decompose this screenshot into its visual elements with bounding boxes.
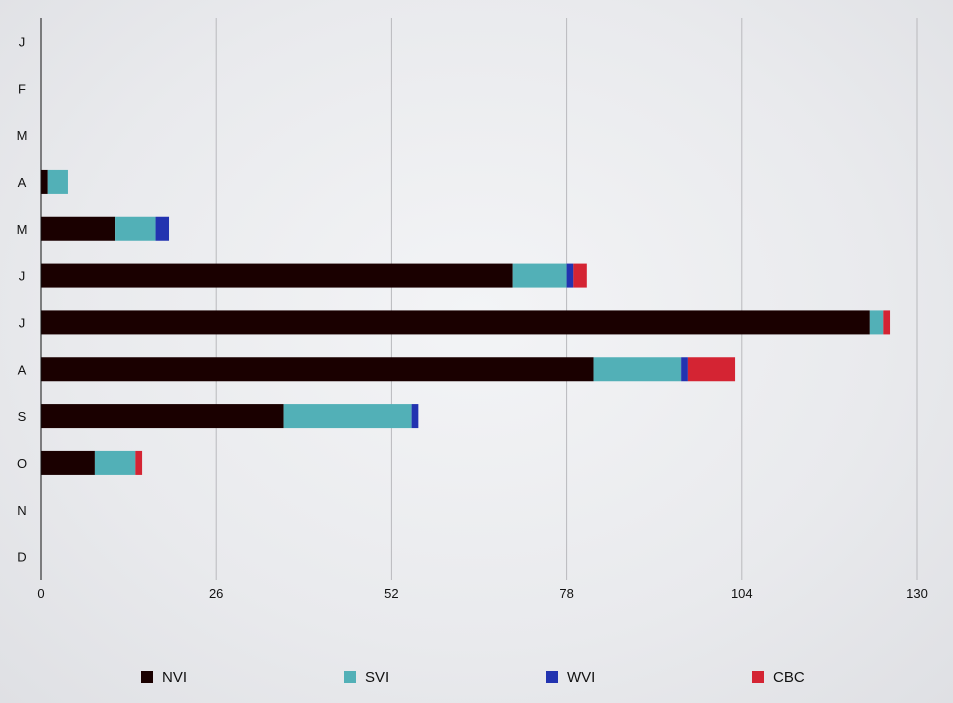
- y-tick-labels: J F M A M J J A S O N D: [17, 34, 28, 564]
- y-tick-label: M: [17, 128, 28, 143]
- legend-swatch-svi: [344, 671, 356, 683]
- bar-segment-nvi: [41, 169, 48, 194]
- bar-segment-svi: [869, 310, 884, 335]
- legend-label-cbc: CBC: [773, 669, 805, 686]
- bar-segment-nvi: [41, 310, 870, 335]
- y-tick-label: D: [17, 550, 26, 565]
- y-tick-label: N: [17, 503, 26, 518]
- bar-segment-svi: [512, 263, 567, 288]
- bar-segment-svi: [47, 169, 68, 194]
- legend: NVI SVI WVI CBC: [141, 669, 805, 686]
- y-tick-label: O: [17, 456, 27, 471]
- y-tick-label: A: [18, 362, 27, 377]
- legend-swatch-nvi: [141, 671, 153, 683]
- y-tick-label: J: [19, 315, 26, 330]
- bar-segment-nvi: [41, 404, 284, 429]
- bar-segment-cbc: [135, 450, 143, 475]
- bar-segment-cbc: [687, 357, 736, 382]
- x-tick-label: 0: [37, 586, 44, 601]
- y-tick-label: A: [18, 175, 27, 190]
- y-tick-label: S: [18, 409, 27, 424]
- x-tick-label: 52: [384, 586, 398, 601]
- bar-segment-wvi: [411, 404, 419, 429]
- bar-segment-svi: [283, 404, 412, 429]
- bar-segment-nvi: [41, 263, 513, 288]
- legend-swatch-cbc: [752, 671, 764, 683]
- legend-label-wvi: WVI: [567, 669, 595, 686]
- bars: [41, 169, 891, 475]
- bar-segment-nvi: [41, 216, 116, 241]
- legend-swatch-wvi: [546, 671, 558, 683]
- bar-segment-wvi: [681, 357, 688, 382]
- bar-segment-svi: [94, 450, 136, 475]
- x-tick-label: 130: [906, 586, 928, 601]
- bar-segment-svi: [593, 357, 682, 382]
- y-tick-label: J: [19, 34, 26, 49]
- gridlines: [215, 18, 918, 580]
- bar-segment-cbc: [573, 263, 587, 288]
- bar-segment-nvi: [41, 450, 95, 475]
- bar-segment-svi: [115, 216, 156, 241]
- y-tick-label: J: [19, 269, 26, 284]
- x-tick-label: 78: [559, 586, 573, 601]
- x-tick-labels: 0 26 52 78 104 130: [37, 586, 927, 601]
- legend-label-nvi: NVI: [162, 669, 187, 686]
- legend-label-svi: SVI: [365, 669, 389, 686]
- y-tick-label: F: [18, 81, 26, 96]
- y-tick-label: M: [17, 222, 28, 237]
- x-tick-label: 104: [731, 586, 753, 601]
- bar-segment-cbc: [883, 310, 891, 335]
- bar-segment-wvi: [566, 263, 574, 288]
- bar-segment-nvi: [41, 357, 594, 382]
- x-tick-label: 26: [209, 586, 223, 601]
- bar-segment-wvi: [155, 216, 170, 241]
